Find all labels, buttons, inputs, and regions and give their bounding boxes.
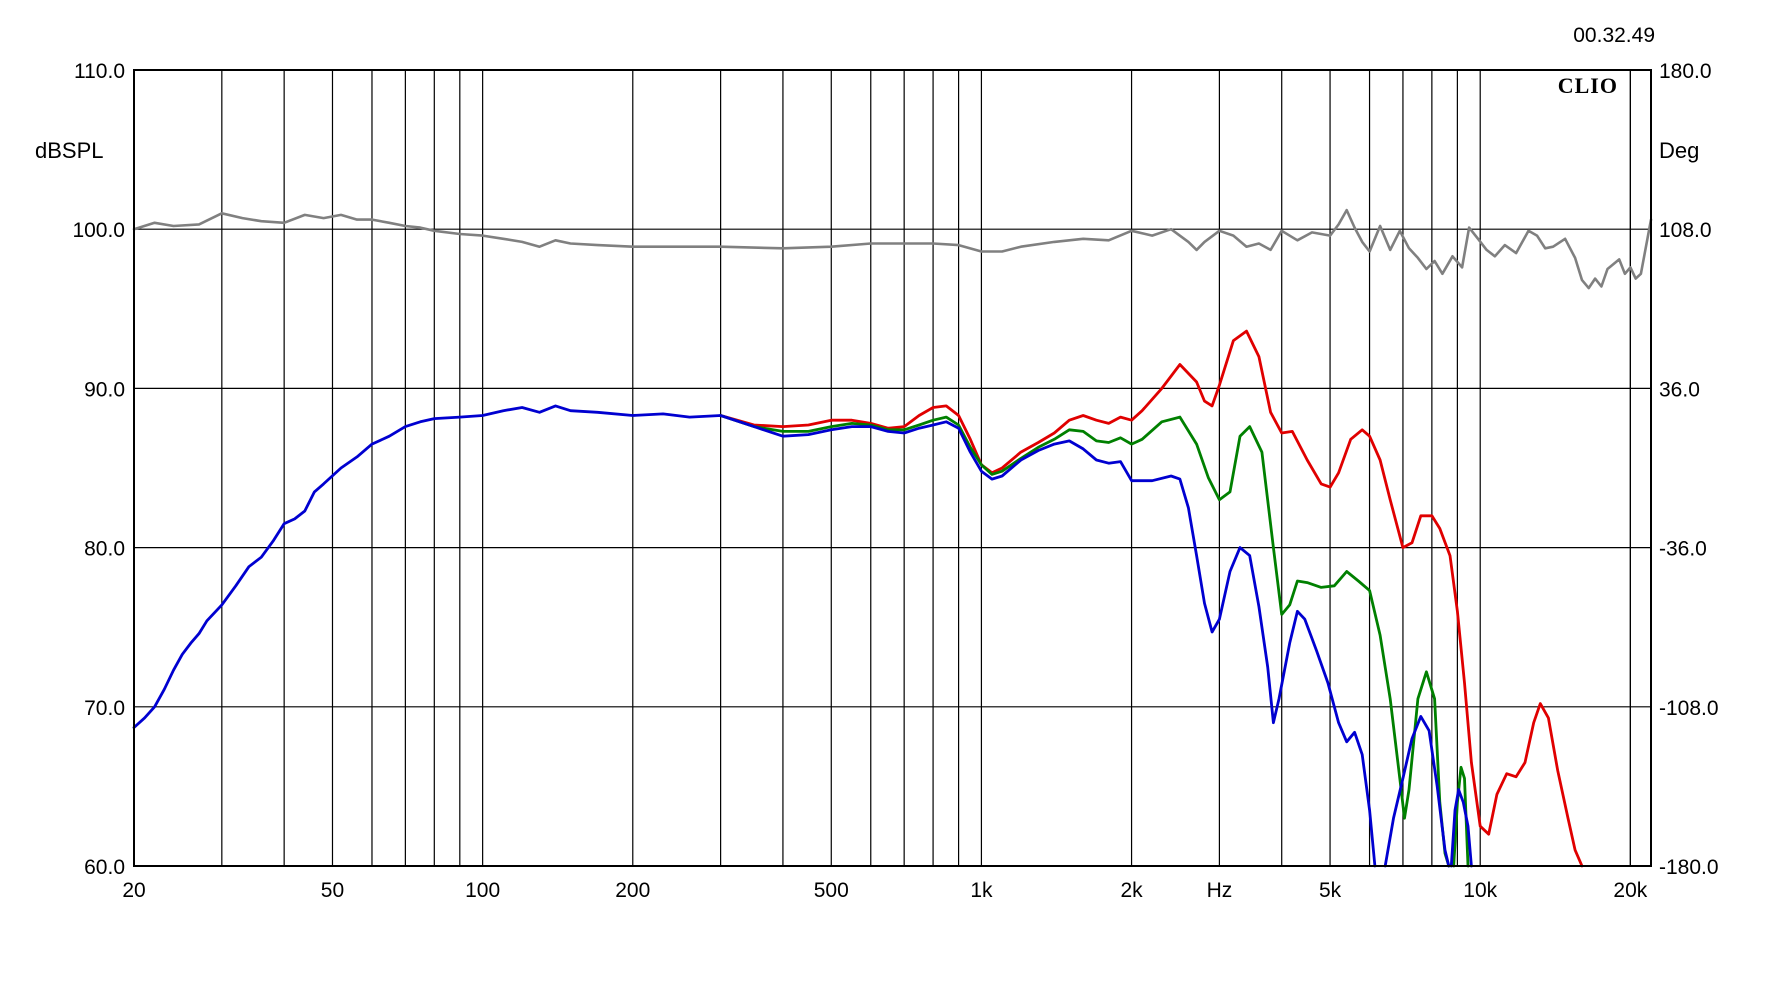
series-line-gray: [132, 208, 1653, 290]
x-tick-label: 20: [122, 879, 145, 902]
plot-frame: [133, 69, 1652, 867]
series-line-blue: [1383, 715, 1451, 868]
y-tick-label-left: 60.0: [84, 856, 125, 879]
y-tick-label-left: 90.0: [84, 378, 125, 401]
y-tick-label-right: 108.0: [1659, 219, 1712, 242]
x-tick-labels: 20 50 100 200 500 1k 2k Hz 5k 10k 20k: [122, 879, 1647, 902]
y-tick-label-right: -36.0: [1659, 538, 1707, 561]
x-tick-label: 50: [321, 879, 344, 902]
x-tick-label: 5k: [1319, 879, 1342, 902]
grid: [134, 69, 1651, 867]
x-tick-label: 1k: [970, 879, 993, 902]
y-tick-labels-left: 110.0 100.0 90.0 80.0 70.0 60.0: [72, 60, 125, 879]
y-tick-label-left: 70.0: [84, 697, 125, 720]
y-tick-label-right: -180.0: [1659, 856, 1719, 879]
y-axis-left-unit: dBSPL: [35, 138, 104, 163]
y-tick-labels-right: 180.0 108.0 36.0 -36.0 -108.0 -180.0: [1659, 60, 1719, 879]
y-axis-right-unit: Deg: [1659, 138, 1699, 163]
x-tick-label: 10k: [1463, 879, 1497, 902]
x-tick-label: 100: [465, 879, 500, 902]
series-line-blue: [1449, 788, 1473, 868]
y-tick-label-left: 80.0: [84, 538, 125, 561]
x-tick-label: 200: [615, 879, 650, 902]
x-tick-label: 2k: [1120, 879, 1143, 902]
series-line-red: [719, 329, 1584, 868]
y-tick-label-left: 110.0: [74, 60, 125, 83]
series-line-blue: [132, 404, 1377, 868]
x-tick-label: 20k: [1613, 879, 1647, 902]
brand-logo: CLIO: [1558, 73, 1618, 98]
timestamp: 00.32.49: [1573, 24, 1655, 47]
y-tick-label-left: 100.0: [72, 219, 125, 242]
x-tick-label: 500: [814, 879, 849, 902]
y-tick-label-right: -108.0: [1659, 697, 1719, 720]
y-tick-label-right: 180.0: [1659, 60, 1712, 83]
y-tick-label-right: 36.0: [1659, 378, 1700, 401]
series-layer: [132, 208, 1653, 868]
x-tick-label: Hz: [1207, 879, 1233, 902]
series-line-green: [719, 414, 1451, 868]
